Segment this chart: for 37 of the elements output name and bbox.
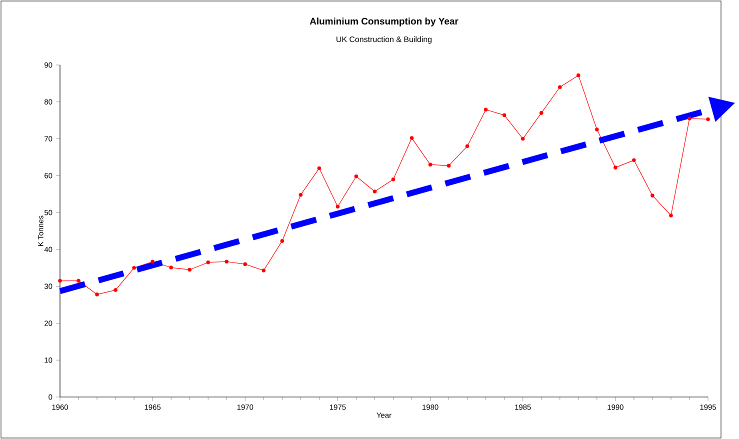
point: [428, 162, 432, 166]
point: [336, 204, 340, 209]
point: [502, 113, 506, 118]
point: [317, 166, 322, 170]
point: [298, 192, 303, 197]
point: [410, 136, 414, 140]
point: [150, 260, 154, 264]
point: [539, 111, 544, 115]
point: [520, 136, 525, 141]
point: [558, 85, 562, 90]
point: [169, 266, 173, 270]
point: [632, 158, 636, 162]
point: [614, 166, 618, 170]
point: [576, 73, 580, 78]
point: [95, 292, 99, 296]
point: [484, 108, 488, 112]
point: [372, 190, 377, 194]
point: [206, 260, 210, 264]
point: [446, 164, 451, 168]
point: [132, 266, 136, 270]
point: [706, 117, 710, 122]
point: [595, 128, 599, 132]
point: [188, 268, 192, 272]
point: [688, 116, 692, 120]
point: [650, 194, 654, 198]
point: [58, 278, 62, 283]
point: [391, 177, 396, 182]
chart-title: Aluminium Consumption by Year: [310, 18, 458, 26]
point: [465, 144, 470, 148]
point: [224, 260, 229, 264]
point: [354, 174, 358, 178]
point: [669, 214, 673, 218]
point: [114, 288, 118, 292]
point: [243, 262, 248, 266]
point: [262, 268, 266, 272]
point: [76, 278, 80, 283]
point: [280, 239, 284, 243]
